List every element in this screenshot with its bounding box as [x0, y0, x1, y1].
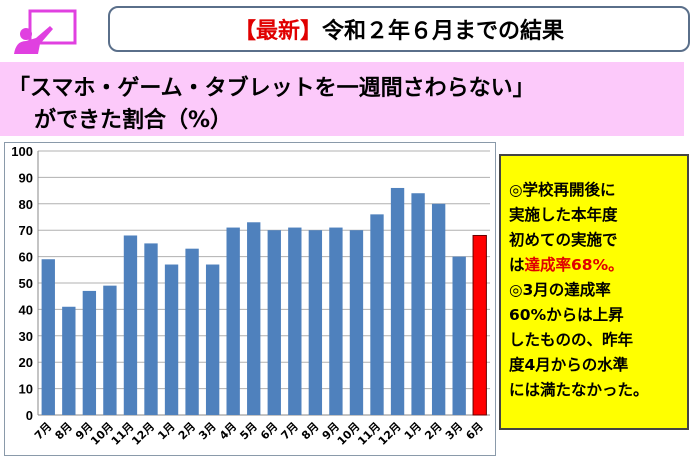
bar [329, 227, 343, 415]
x-tick-label: 5月 [237, 420, 259, 442]
bar [411, 193, 425, 415]
x-tick-label: 10月 [335, 420, 363, 448]
note-line: ◎3月の達成率 [509, 281, 611, 299]
bar [82, 290, 97, 415]
note-line: したものの、昨年 [509, 331, 634, 349]
x-tick-label: 1月 [402, 420, 424, 442]
bar [390, 187, 405, 415]
bar [452, 256, 466, 415]
teacher-board-icon [14, 9, 77, 54]
header-tag: 【最新】 [233, 19, 322, 44]
x-tick-label: 2月 [176, 420, 198, 442]
note-line: 初めての実施で [509, 231, 618, 249]
bar [370, 214, 384, 415]
subtitle-line2: ができた割合（%） [34, 108, 233, 133]
bar-chart: 01020304050607080901007月8月9月10月11月12月1月2… [11, 144, 490, 448]
x-tick-label: 11月 [355, 420, 383, 448]
note-line: 実施した本年度 [509, 206, 618, 224]
bar [226, 227, 240, 415]
bar [144, 243, 158, 415]
y-tick-label: 30 [19, 329, 33, 344]
note-text: は [509, 256, 525, 274]
x-tick-label: 7月 [32, 420, 54, 442]
x-tick-label: 12月 [376, 420, 404, 448]
y-tick-label: 90 [19, 170, 33, 185]
y-tick-label: 60 [19, 250, 33, 265]
note-line: は達成率68%。 [509, 253, 681, 278]
bar [205, 264, 220, 415]
note-highlight: 達成率68%。 [524, 256, 624, 274]
x-tick-label: 8月 [299, 420, 321, 442]
note-line: には満たなかった。 [509, 381, 649, 399]
x-tick-label: 3月 [443, 420, 465, 442]
header-bubble: 【最新】 令和２年６月までの結果 [108, 6, 690, 52]
note-line: 60%からは上昇 [509, 306, 624, 324]
bar [308, 230, 323, 415]
bar [123, 235, 138, 415]
y-tick-label: 0 [26, 408, 33, 423]
note-line: 度4月からの水準 [509, 356, 629, 374]
header-title: 令和２年６月までの結果 [322, 19, 565, 44]
bar [349, 230, 364, 415]
y-tick-label: 70 [19, 223, 33, 238]
bar [472, 234, 487, 416]
note-line: ◎学校再開後に [509, 181, 616, 199]
y-tick-label: 50 [19, 276, 33, 291]
x-tick-label: 6月 [258, 420, 280, 442]
bar [431, 203, 446, 415]
x-tick-label: 11月 [109, 420, 137, 448]
y-tick-label: 10 [19, 382, 33, 397]
bar [164, 264, 179, 415]
x-tick-label: 2月 [422, 420, 444, 442]
y-tick-label: 40 [19, 302, 33, 317]
x-tick-label: 8月 [53, 420, 75, 442]
y-tick-label: 100 [11, 144, 33, 159]
note-box: ◎学校再開後に 実施した本年度 初めての実施で は達成率68%。 ◎3月の達成率… [499, 154, 689, 430]
chart-frame [4, 142, 496, 456]
bar [41, 259, 55, 415]
y-tick-label: 80 [19, 197, 33, 212]
x-tick-label: 12月 [129, 420, 157, 448]
x-tick-label: 7月 [279, 420, 301, 442]
bar [267, 230, 281, 415]
bar [62, 306, 76, 415]
x-tick-label: 4月 [217, 420, 239, 442]
bar [185, 248, 199, 415]
y-tick-label: 20 [19, 355, 33, 370]
x-tick-label: 6月 [463, 420, 485, 442]
subtitle-band: 「スマホ・ゲーム・タブレットを一週間さわらない」 ができた割合（%） [0, 62, 684, 136]
x-tick-label: 1月 [155, 420, 177, 442]
x-tick-label: 3月 [196, 420, 218, 442]
subtitle-line1: 「スマホ・ゲーム・タブレットを一週間さわらない」 [8, 76, 535, 101]
bar [247, 222, 261, 415]
x-tick-label: 10月 [88, 420, 116, 448]
bar [288, 227, 302, 415]
bar [103, 285, 117, 415]
